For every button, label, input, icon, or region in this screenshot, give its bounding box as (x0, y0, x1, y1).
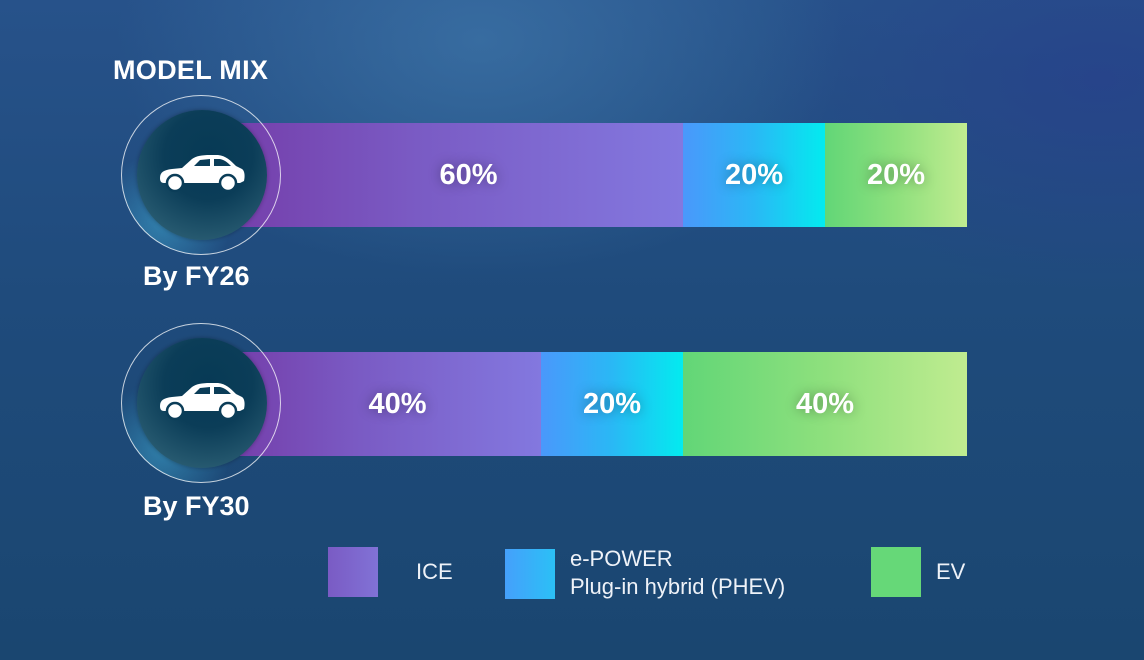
legend-swatch-ev (871, 547, 921, 597)
chart-title: MODEL MIX (113, 55, 269, 85)
row-label: By FY26 (143, 261, 250, 291)
segment-ice: 40% (240, 352, 541, 456)
row-label: By FY30 (143, 491, 250, 521)
legend-label: EV (936, 559, 966, 584)
segment-value: 20% (724, 158, 784, 191)
car-icon (160, 155, 245, 193)
stacked-bar-fy30: 40% 20% 40% (240, 352, 967, 456)
car-icon (160, 383, 245, 421)
segment-value: 40% (368, 387, 427, 420)
segment-phev: 20% (541, 352, 683, 456)
stacked-bar-fy26: 60% 20% 20% (240, 123, 967, 227)
legend-label: ICE (416, 559, 453, 584)
legend-swatch-phev (505, 549, 555, 599)
legend-item-ice: ICE (328, 547, 453, 597)
segment-ev: 20% (825, 123, 967, 227)
segment-ev: 40% (683, 352, 967, 456)
legend-item-phev: e-POWER Plug-in hybrid (PHEV) (505, 545, 785, 601)
segment-value: 20% (582, 387, 642, 420)
segment-value: 20% (866, 158, 926, 191)
segment-ice: 60% (240, 123, 683, 227)
segment-value: 60% (439, 158, 498, 191)
legend-label-line2: Plug-in hybrid (PHEV) (570, 574, 786, 599)
segment-phev: 20% (683, 123, 825, 227)
legend-label-line1: e-POWER (570, 546, 673, 571)
legend-label: e-POWER Plug-in hybrid (PHEV) (570, 545, 785, 601)
segment-value: 40% (795, 387, 855, 420)
legend-item-ev: EV (871, 547, 965, 597)
legend-swatch-ice (328, 547, 378, 597)
